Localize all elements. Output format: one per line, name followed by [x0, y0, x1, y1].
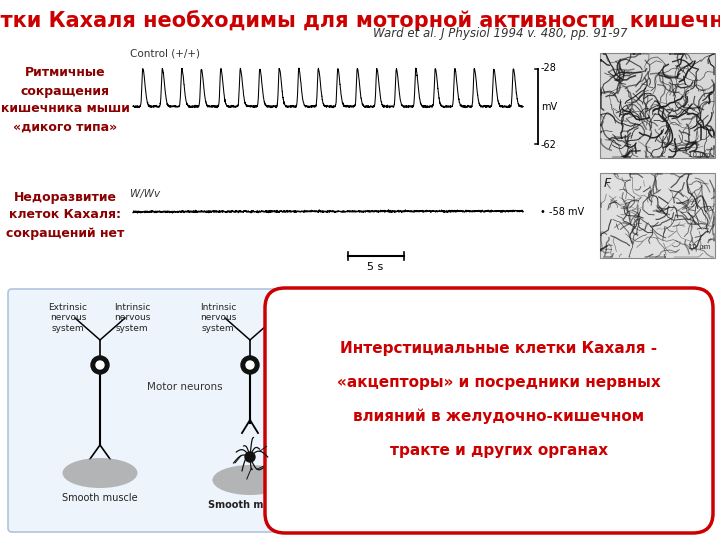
Text: -62: -62: [541, 140, 557, 150]
Text: • -58 mV: • -58 mV: [540, 207, 584, 217]
Text: -28: -28: [541, 63, 557, 73]
Text: Extrinsic
nervous
system: Extrinsic nervous system: [48, 303, 88, 333]
Ellipse shape: [212, 465, 287, 495]
Text: ICC: ICC: [278, 457, 297, 467]
Text: Ритмичные
сокращения
кишечника мыши
«дикого типа»: Ритмичные сокращения кишечника мыши «дик…: [1, 66, 130, 133]
Text: 10 µm: 10 µm: [688, 152, 711, 158]
FancyBboxPatch shape: [265, 288, 713, 533]
Text: «акцепторы» и посредники нервных: «акцепторы» и посредники нервных: [337, 375, 661, 390]
Text: 10 µm: 10 µm: [688, 244, 711, 250]
FancyBboxPatch shape: [8, 289, 361, 532]
Circle shape: [241, 356, 259, 374]
Text: тракте и других органах: тракте и других органах: [390, 443, 608, 458]
Bar: [600, 173, 715, 258]
Text: Клетки Кахаля необходимы для моторной активности  кишечника: Клетки Кахаля необходимы для моторной ак…: [0, 10, 720, 31]
Circle shape: [91, 356, 109, 374]
Text: Control (+/+): Control (+/+): [130, 49, 200, 59]
Circle shape: [245, 452, 255, 462]
Text: 5 s: 5 s: [367, 262, 384, 272]
Text: влияний в желудочно-кишечном: влияний в желудочно-кишечном: [354, 409, 644, 424]
Text: Ward et al. J Physiol 1994 v. 480, pp. 91-97: Ward et al. J Physiol 1994 v. 480, pp. 9…: [373, 27, 627, 40]
Ellipse shape: [63, 458, 138, 488]
Text: W/Wv: W/Wv: [130, 189, 160, 199]
Circle shape: [246, 361, 254, 369]
Text: Extrinsic
nervous
system: Extrinsic nervous system: [269, 303, 307, 333]
Text: Интерстициальные клетки Кахаля -: Интерстициальные клетки Кахаля -: [341, 341, 657, 356]
Text: Intrinsic
nervous
system: Intrinsic nervous system: [200, 303, 236, 333]
Text: Intrinsic
nervous
system: Intrinsic nervous system: [114, 303, 150, 333]
Text: mV: mV: [541, 102, 557, 111]
Text: Motor neurons: Motor neurons: [147, 382, 222, 392]
Text: Smooth muscle: Smooth muscle: [62, 493, 138, 503]
Circle shape: [96, 361, 104, 369]
Bar: [600, 53, 715, 158]
Text: Недоразвитие
клеток Кахаля:
сокращений нет: Недоразвитие клеток Кахаля: сокращений н…: [6, 191, 124, 240]
Text: F: F: [604, 177, 611, 190]
Text: Smooth muscle: Smooth muscle: [208, 500, 292, 510]
